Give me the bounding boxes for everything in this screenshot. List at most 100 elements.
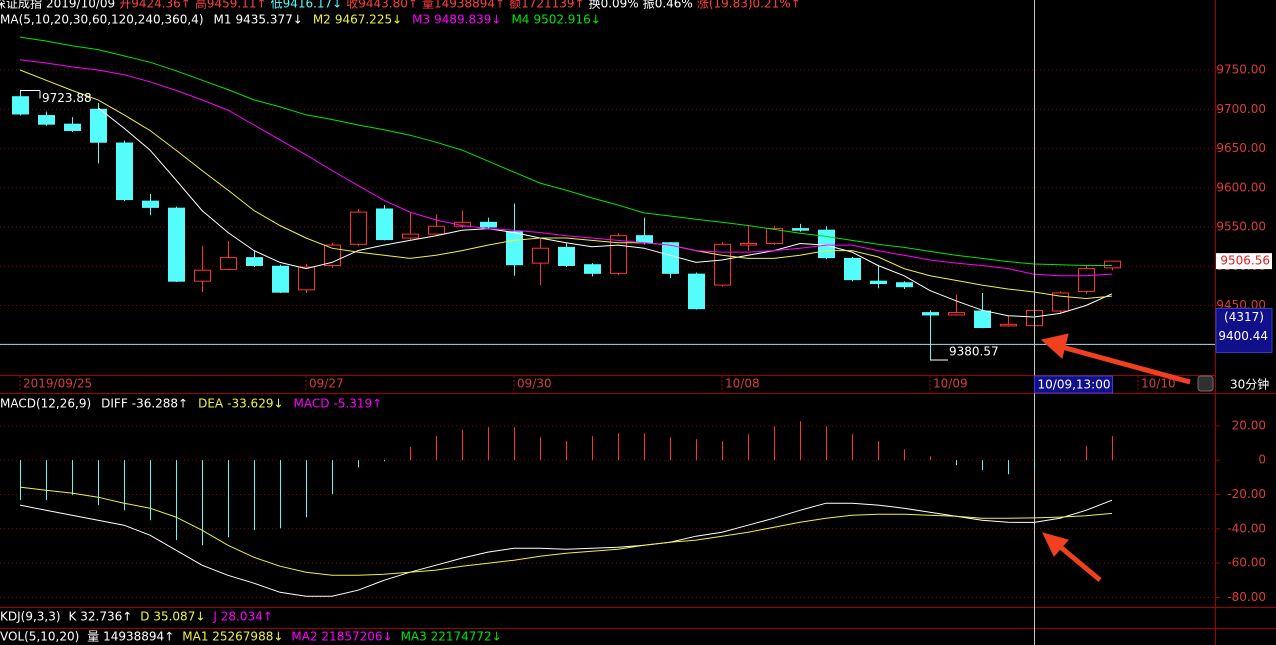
series-line bbox=[19, 69, 1113, 300]
y-tick-label: -80.00 bbox=[1227, 590, 1266, 604]
candle-body bbox=[1078, 268, 1095, 292]
legend-name: M4 bbox=[511, 13, 529, 27]
y-tick-label: 0 bbox=[1258, 453, 1266, 467]
candle-body bbox=[168, 207, 185, 282]
y-tick-label: 9650.00 bbox=[1216, 141, 1266, 155]
candle-body bbox=[376, 208, 393, 241]
x-tick-label: 2019/09/25 bbox=[23, 377, 92, 391]
period-label: 30分钟 bbox=[1230, 377, 1269, 392]
candle-body bbox=[116, 142, 133, 201]
cursor-price: 9400.44 bbox=[1218, 329, 1268, 343]
legend-title: MACD(12,26,9) bbox=[0, 397, 91, 411]
legend-name: DIFF bbox=[101, 397, 128, 411]
candle-body bbox=[896, 282, 913, 288]
legend-title: MA(5,10,20,30,60,120,240,360,4) bbox=[0, 13, 204, 27]
y-tick-label: 9600.00 bbox=[1216, 180, 1266, 194]
info-text: 高9459.11↑ bbox=[195, 0, 267, 11]
high-label: 9723.88 bbox=[42, 91, 92, 105]
candle-body bbox=[792, 228, 809, 231]
candle-body bbox=[1104, 260, 1121, 269]
candle-body bbox=[714, 243, 731, 286]
info-text: VOL(5,10,20) bbox=[0, 630, 79, 644]
y-tick-label: 9550.00 bbox=[1216, 220, 1266, 234]
y-tick-label: 9700.00 bbox=[1216, 102, 1266, 116]
x-tick-label: 10/08 bbox=[725, 377, 760, 391]
candle-body bbox=[558, 246, 575, 266]
candle-body bbox=[818, 229, 835, 259]
info-text: 额1721139↑ bbox=[509, 0, 585, 11]
candle-body bbox=[688, 273, 705, 310]
series-line bbox=[97, 107, 1113, 318]
series-line bbox=[19, 59, 1113, 277]
info-text: MA1 25267988↓ bbox=[182, 630, 283, 644]
info-text: 收9443.80↑ bbox=[346, 0, 418, 11]
arrow-head bbox=[1040, 333, 1069, 359]
candle-body bbox=[298, 266, 315, 291]
candle-body bbox=[90, 108, 107, 143]
info-text: MA3 22174772↓ bbox=[401, 630, 502, 644]
cursor-tag-bg bbox=[1215, 307, 1273, 353]
cursor-date-bg bbox=[1034, 375, 1113, 394]
candle-body bbox=[948, 312, 965, 316]
legend-name: M3 bbox=[412, 13, 430, 27]
candle-body bbox=[272, 265, 289, 293]
low-label: 9380.57 bbox=[949, 345, 999, 359]
candle-body bbox=[584, 264, 601, 274]
candle-body bbox=[402, 233, 419, 239]
arrow-head bbox=[1042, 532, 1069, 557]
legend-value: 9467.225↓ bbox=[335, 13, 402, 27]
annotation-arrows bbox=[1040, 333, 1191, 582]
x-tick-label: 09/27 bbox=[309, 377, 344, 391]
y-tick-label: -40.00 bbox=[1227, 521, 1266, 535]
period-button[interactable] bbox=[1197, 375, 1214, 392]
legend-name: M2 bbox=[313, 13, 331, 27]
candle-body bbox=[428, 225, 445, 235]
candle-body bbox=[740, 243, 757, 246]
series-line bbox=[19, 36, 1112, 266]
x-tick-label: 09/30 bbox=[517, 377, 552, 391]
info-text: 量14938894↑ bbox=[422, 0, 505, 11]
legend-name: MACD bbox=[294, 397, 330, 411]
info-text: 换0.09% bbox=[589, 0, 639, 11]
candle-body bbox=[1052, 292, 1069, 312]
candle-body bbox=[662, 242, 679, 274]
candle-body bbox=[1000, 323, 1017, 327]
candle-body bbox=[38, 115, 55, 125]
info-text: 振0.46% bbox=[643, 0, 693, 11]
candle-body bbox=[12, 96, 29, 115]
price-tag-bg bbox=[1216, 253, 1272, 270]
candle-body bbox=[350, 211, 367, 245]
legend-value: 9489.839↓ bbox=[434, 13, 501, 27]
candle-body bbox=[480, 221, 497, 228]
info-text: 深证成指 bbox=[0, 0, 42, 11]
last-price-tag: 9506.56 bbox=[1220, 254, 1270, 268]
y-tick-label: 9750.00 bbox=[1216, 63, 1266, 77]
cursor-date: 10/09,13:00 bbox=[1038, 378, 1111, 392]
info-text: 2019/10/09 bbox=[46, 0, 115, 11]
info-text: MA2 21857206↓ bbox=[291, 630, 392, 644]
legend-value: 9435.377↓ bbox=[236, 13, 303, 27]
x-tick-label: 10/10 bbox=[1141, 377, 1176, 391]
candle-body bbox=[220, 257, 237, 270]
legend-value: -33.629↓ bbox=[227, 397, 283, 411]
info-text: 涨(19.83)0.21%↑ bbox=[697, 0, 801, 11]
info-text: K 32.736↑ bbox=[69, 610, 133, 624]
candle-body bbox=[506, 231, 523, 266]
legend-value: -36.288↑ bbox=[132, 397, 188, 411]
candle-body bbox=[870, 280, 887, 285]
y-tick-label: 20.00 bbox=[1232, 418, 1266, 432]
cursor-count: (4317) bbox=[1224, 310, 1264, 324]
y-tick-label: -60.00 bbox=[1227, 556, 1266, 570]
arrow bbox=[1061, 344, 1191, 385]
info-text: 开9424.36↑ bbox=[119, 0, 191, 11]
series-line bbox=[19, 499, 1113, 597]
candle-body bbox=[246, 257, 263, 266]
candle-body bbox=[636, 235, 653, 244]
candle-body bbox=[194, 269, 211, 282]
candle-body bbox=[532, 247, 549, 264]
info-text: D 35.087↓ bbox=[140, 610, 205, 624]
candle-body bbox=[64, 123, 81, 131]
x-tick-label: 10/09 bbox=[933, 377, 968, 391]
